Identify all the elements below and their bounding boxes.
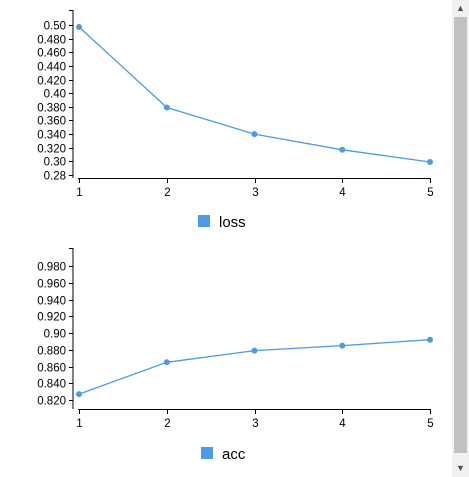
y-tick-label: 0.980: [37, 262, 66, 274]
y-tick-label: 0.880: [37, 346, 66, 358]
y-tick-label: 0.30: [44, 157, 66, 169]
data-point: [427, 159, 433, 165]
y-tick-label: 0.420: [37, 76, 66, 88]
x-tick-label: 1: [76, 418, 82, 430]
x-tick-label: 2: [164, 418, 170, 430]
y-tick-label: 0.940: [37, 296, 66, 308]
y-tick-label: 0.460: [37, 48, 66, 60]
x-tick-label: 4: [339, 418, 346, 430]
legend-swatch: [201, 447, 213, 459]
y-tick-label: 0.380: [37, 103, 66, 115]
data-point: [164, 105, 170, 111]
y-tick-label: 0.440: [37, 62, 66, 74]
scroll-down-arrow-icon[interactable]: ▼: [452, 460, 469, 477]
y-tick-label: 0.840: [37, 379, 66, 391]
charts-panel: 0.50 0.480 0.460 0.440 0.420 0.40 0.380 0.360 0.…: [0, 0, 452, 477]
data-point: [339, 343, 345, 349]
y-tick-label: 0.28: [44, 171, 66, 183]
y-tick-label: 0.360: [37, 116, 66, 128]
y-tick-label: 0.860: [37, 363, 66, 375]
legend-label: loss: [219, 214, 246, 231]
x-tick-label: 5: [427, 187, 433, 199]
data-point: [76, 391, 82, 397]
vertical-scrollbar[interactable]: ▲ ▼: [452, 0, 469, 477]
data-point: [252, 348, 258, 354]
legend-label: acc: [222, 446, 246, 463]
series-line-loss: [79, 27, 430, 162]
y-tick-label: 0.90: [44, 329, 66, 341]
y-tick-label: 0.960: [37, 279, 66, 291]
x-tick-label: 1: [76, 187, 82, 199]
x-tick-label: 3: [252, 187, 258, 199]
x-tick-label: 4: [339, 187, 346, 199]
y-tick-label: 0.320: [37, 144, 66, 156]
y-tick-label: 0.480: [37, 35, 66, 47]
data-point: [339, 147, 345, 153]
data-point: [252, 131, 258, 137]
y-tick-label: 0.820: [37, 396, 66, 408]
x-tick-label: 5: [427, 418, 433, 430]
chart-acc: 0.980 0.960 0.940 0.920 0.90 0.880 0.860 0.840 0…: [37, 248, 433, 463]
x-tick-label: 3: [252, 418, 258, 430]
scroll-up-arrow-icon[interactable]: ▲: [452, 0, 469, 17]
data-point: [427, 337, 433, 343]
scrollbar-thumb[interactable]: [454, 17, 467, 453]
data-point: [164, 359, 170, 365]
y-tick-label: 0.920: [37, 312, 66, 324]
legend-swatch: [198, 215, 210, 227]
data-point: [76, 24, 82, 30]
y-tick-label: 0.50: [44, 21, 66, 33]
y-tick-label: 0.40: [44, 89, 66, 101]
y-tick-label: 0.340: [37, 130, 66, 142]
x-tick-label: 2: [164, 187, 170, 199]
